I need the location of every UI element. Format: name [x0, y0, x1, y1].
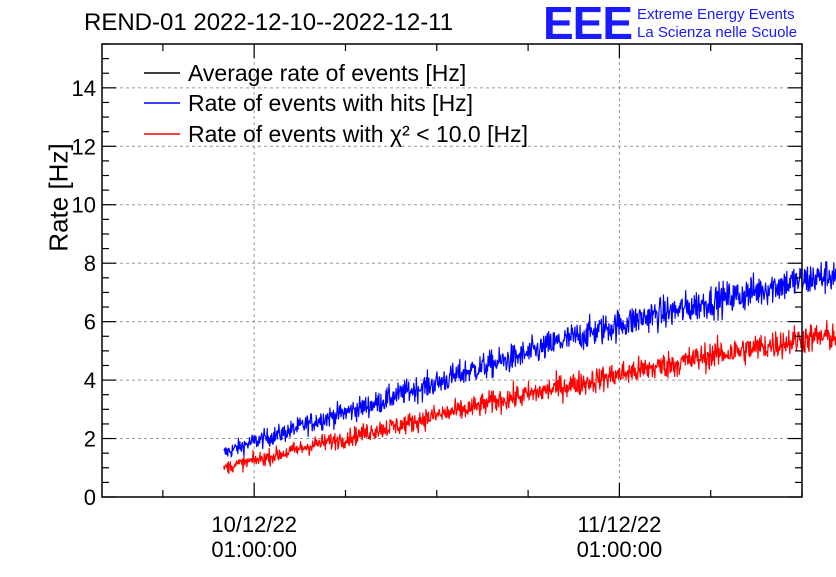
series-line-chi2: [223, 319, 836, 475]
y-tick-label: 2: [84, 427, 96, 452]
series-line-hits: [223, 261, 836, 458]
y-tick-label: 12: [72, 134, 96, 159]
series-layer: [223, 261, 836, 475]
y-tick-label: 10: [72, 193, 96, 218]
grid: [102, 44, 802, 497]
x-tick-label-time: 01:00:00: [577, 537, 663, 562]
y-tick-label: 4: [84, 368, 96, 393]
x-tick-label-date: 10/12/22: [211, 512, 297, 537]
legend-label-average: Average rate of events [Hz]: [188, 60, 466, 86]
eee-logo-mark: EEE: [543, 0, 633, 49]
logo-line-2: La Scienza nelle Scuole: [637, 24, 798, 41]
y-tick-label: 6: [84, 310, 96, 335]
logo-line-1: Extreme Energy Events: [637, 6, 795, 23]
y-axis-label: Rate [Hz]: [43, 143, 74, 252]
y-tick-label: 0: [84, 485, 96, 510]
legend-label-chi2: Rate of events with χ² < 10.0 [Hz]: [188, 121, 528, 147]
eee-logo: EEE Extreme Energy Events La Scienza nel…: [543, 0, 833, 49]
y-tick-label: 8: [84, 251, 96, 276]
x-tick-label-date: 11/12/22: [577, 512, 661, 537]
legend-label-hits: Rate of events with hits [Hz]: [188, 90, 473, 116]
plot-frame: [101, 43, 803, 498]
axes: 0246810121410/12/2201:00:0011/12/2201:00…: [72, 43, 803, 562]
legend: Average rate of events [Hz] Rate of event…: [144, 60, 528, 147]
chart-title: REND-01 2022-12-10--2022-12-11: [84, 9, 454, 36]
x-tick-label-time: 01:00:00: [211, 537, 297, 562]
y-tick-label: 14: [72, 76, 96, 101]
